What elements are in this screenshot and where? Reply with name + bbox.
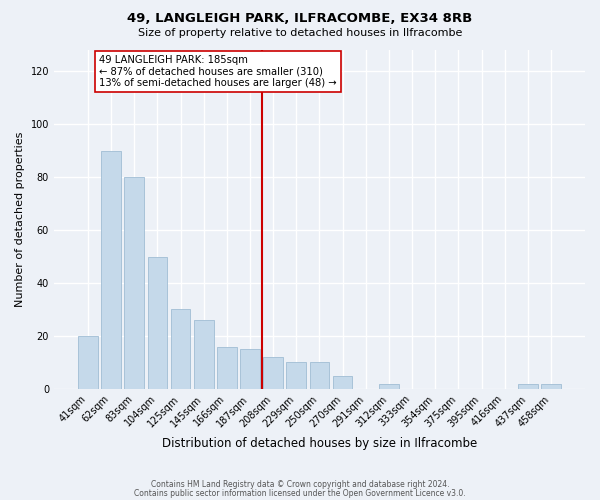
Text: Contains public sector information licensed under the Open Government Licence v3: Contains public sector information licen… xyxy=(134,488,466,498)
Bar xyxy=(379,384,399,389)
Text: Contains HM Land Registry data © Crown copyright and database right 2024.: Contains HM Land Registry data © Crown c… xyxy=(151,480,449,489)
X-axis label: Distribution of detached houses by size in Ilfracombe: Distribution of detached houses by size … xyxy=(162,437,477,450)
Bar xyxy=(286,362,306,389)
Bar xyxy=(194,320,214,389)
Bar xyxy=(78,336,98,389)
Bar xyxy=(263,357,283,389)
Text: 49 LANGLEIGH PARK: 185sqm
← 87% of detached houses are smaller (310)
13% of semi: 49 LANGLEIGH PARK: 185sqm ← 87% of detac… xyxy=(100,56,337,88)
Bar xyxy=(124,177,144,389)
Bar xyxy=(310,362,329,389)
Bar xyxy=(217,346,236,389)
Text: Size of property relative to detached houses in Ilfracombe: Size of property relative to detached ho… xyxy=(138,28,462,38)
Text: 49, LANGLEIGH PARK, ILFRACOMBE, EX34 8RB: 49, LANGLEIGH PARK, ILFRACOMBE, EX34 8RB xyxy=(127,12,473,26)
Bar xyxy=(333,376,352,389)
Bar xyxy=(240,349,260,389)
Bar xyxy=(101,150,121,389)
Bar xyxy=(518,384,538,389)
Y-axis label: Number of detached properties: Number of detached properties xyxy=(15,132,25,307)
Bar xyxy=(170,310,190,389)
Bar xyxy=(148,256,167,389)
Bar xyxy=(541,384,561,389)
